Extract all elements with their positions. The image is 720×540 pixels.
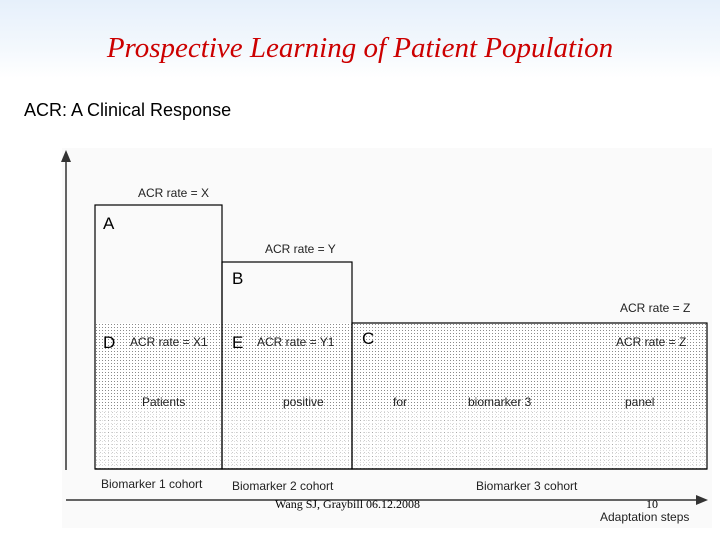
block-label-c: C <box>362 329 374 348</box>
band-word-patients: Patients <box>142 395 185 409</box>
footer-page-number: 10 <box>646 497 658 511</box>
band-word-positive: positive <box>283 395 324 409</box>
block-label-a: A <box>103 214 115 233</box>
slide-title: Prospective Learning of Patient Populati… <box>106 32 614 64</box>
x-axis-label: Adaptation steps <box>600 510 689 524</box>
band-word-biomarker3: biomarker 3 <box>468 395 532 409</box>
rate-z-top: ACR rate = Z <box>620 301 690 315</box>
y-axis-arrow <box>61 150 71 162</box>
footer-citation: Wang SJ, Graybill 06.12.2008 <box>275 497 420 511</box>
band-word-panel: panel <box>625 395 654 409</box>
x-axis-arrow <box>696 495 708 505</box>
patient-band-lower <box>95 410 707 469</box>
slide-subtitle: ACR: A Clinical Response <box>24 100 232 120</box>
block-label-d: D <box>103 333 115 352</box>
cohort-label-1: Biomarker 1 cohort <box>101 477 203 491</box>
rate-x: ACR rate = X <box>138 186 209 200</box>
slide-header <box>0 0 720 78</box>
band-word-for: for <box>393 395 407 409</box>
cohort-label-2: Biomarker 2 cohort <box>232 479 334 493</box>
rate-z-inner: ACR rate = Z <box>616 335 686 349</box>
rate-y: ACR rate = Y <box>265 242 336 256</box>
rate-x1: ACR rate = X1 <box>130 335 208 349</box>
block-label-b: B <box>232 269 243 288</box>
block-label-e: E <box>232 333 243 352</box>
rate-y1: ACR rate = Y1 <box>257 335 335 349</box>
cohort-label-3: Biomarker 3 cohort <box>476 479 578 493</box>
